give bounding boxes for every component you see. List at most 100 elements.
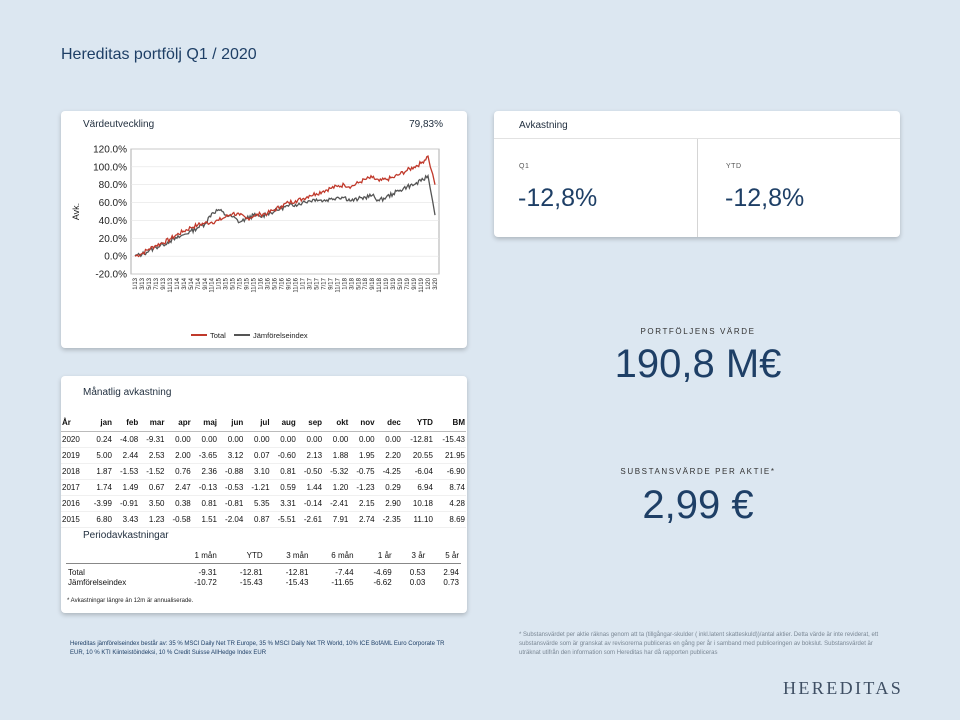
nav-per-share-value: 2,99 € — [642, 483, 754, 527]
monthly-cell: 8.69 — [433, 511, 466, 528]
monthly-cell: 2016 — [61, 495, 87, 512]
monthly-cell: -0.88 — [218, 463, 245, 480]
period-cell: 0.03 — [409, 577, 426, 587]
x-tick-label: 1/18 — [342, 277, 348, 289]
x-tick-label: 11/14 — [210, 277, 216, 292]
monthly-cell: -2.35 — [375, 511, 402, 528]
x-tick-label: 7/19 — [405, 277, 411, 289]
monthly-cell: 2.20 — [375, 447, 402, 464]
x-tick-label: 11/17 — [335, 277, 341, 292]
monthly-cell: 2019 — [61, 447, 87, 464]
monthly-cell: -0.53 — [218, 479, 245, 496]
monthly-cell: 1.51 — [191, 511, 219, 528]
monthly-cell: 0.24 — [86, 431, 113, 448]
monthly-cell: -1.52 — [139, 463, 166, 480]
monthly-cell: 3.31 — [270, 495, 297, 512]
monthly-cell: 0.00 — [165, 431, 192, 448]
q1-value: -12,8% — [518, 184, 598, 212]
chart-plot-frame — [130, 148, 440, 275]
monthly-cell: -0.13 — [191, 479, 219, 496]
x-tick-label: 1/16 — [259, 277, 265, 289]
period-cell: -15.43 — [239, 577, 263, 587]
period-header-cell — [66, 549, 173, 564]
monthly-header-cell: jan — [86, 415, 113, 432]
monthly-cell: -1.21 — [244, 479, 271, 496]
table-row: Jämförelseindex -10.72 -15.43 -15.43 -11.65 -… — [66, 577, 461, 588]
y-tick-label: 100.0% — [93, 162, 127, 173]
period-cell: 0.53 — [409, 567, 426, 577]
x-tick-label: 5/14 — [189, 277, 195, 289]
table-row: 2015 6.80 3.43 1.23 -0.58 1.51 -2.04 0.87 -5.51-… — [61, 511, 466, 528]
monthly-header-cell: jul — [244, 415, 271, 432]
monthly-cell: 0.00 — [323, 431, 350, 448]
returns-card: Avkastning Q1 -12,8% YTD -12,8% — [494, 111, 900, 237]
y-tick-label: 20.0% — [99, 234, 127, 245]
period-header-cell: YTD — [218, 549, 265, 564]
period-header-cell: 3 mån — [264, 549, 311, 564]
monthly-cell: -1.53 — [112, 463, 140, 480]
x-tick-label: 3/19 — [391, 277, 397, 289]
monthly-header-cell: maj — [191, 415, 219, 432]
series-line-benchmark — [134, 173, 436, 258]
period-cell: -6.62 — [373, 577, 392, 587]
monthly-cell: 3.10 — [244, 463, 271, 480]
x-tick-label: 9/16 — [286, 277, 292, 289]
x-tick-label: 7/13 — [154, 277, 160, 289]
monthly-cell: -0.75 — [349, 463, 376, 480]
monthly-cell: 21.95 — [433, 447, 466, 464]
monthly-cell: 3.50 — [139, 495, 166, 512]
monthly-cell: 1.87 — [86, 463, 113, 480]
x-tick-label: 11/15 — [252, 277, 258, 292]
value-development-card: Värdeutveckling 79,83% 120.0% 100.0% 80.0%… — [61, 111, 467, 348]
monthly-cell: -0.60 — [270, 447, 297, 464]
monthly-cell: 20.55 — [401, 447, 434, 464]
x-tick-label: 11/18 — [377, 277, 383, 292]
monthly-cell: 0.59 — [270, 479, 297, 496]
monthly-cell: 2.00 — [165, 447, 192, 464]
monthly-cell: 0.00 — [244, 431, 271, 448]
monthly-returns-table: År jan feb mar apr maj jun jul aug sep okt nov dec YT… — [61, 415, 466, 528]
period-cell: -12.81 — [239, 567, 263, 577]
monthly-cell: 5.00 — [86, 447, 113, 464]
x-tick-label: 3/15 — [224, 277, 230, 289]
monthly-cell: -3.65 — [191, 447, 219, 464]
period-header-cell: 1 år — [355, 549, 394, 564]
period-cell: -11.65 — [331, 577, 354, 587]
x-tick-label: 9/17 — [328, 277, 334, 289]
monthly-cell: 1.23 — [139, 511, 166, 528]
period-cell: Total — [68, 567, 85, 577]
period-cell: -10.72 — [194, 577, 217, 587]
x-tick-label: 9/14 — [203, 277, 209, 289]
nav-footnote: * Substansvärdet per aktie räknas genom … — [519, 632, 879, 656]
monthly-cell: -9.31 — [139, 431, 166, 448]
monthly-cell: 2015 — [61, 511, 87, 528]
series-line-total — [134, 155, 436, 258]
period-returns-title: Periodavkastningar — [83, 530, 169, 541]
period-cell: 2.94 — [443, 567, 459, 577]
table-row: 2016 -3.99 -0.91 3.50 0.38 0.81 -0.81 5.35 3.31-… — [61, 495, 466, 512]
legend-label-benchmark: Jämförelseindex — [253, 331, 308, 340]
monthly-cell: 2.36 — [191, 463, 219, 480]
y-tick-label: 60.0% — [99, 198, 127, 209]
monthly-cell: 0.00 — [191, 431, 219, 448]
monthly-cell: 0.00 — [296, 431, 324, 448]
table-row: 2019 5.00 2.44 2.53 2.00 -3.65 3.12 0.07 -0.60 2.… — [61, 447, 466, 464]
monthly-cell: 0.67 — [139, 479, 166, 496]
monthly-cell: 0.87 — [244, 511, 271, 528]
monthly-cell: 1.88 — [323, 447, 350, 464]
y-tick-label: 80.0% — [99, 180, 127, 191]
page-title: Hereditas portfölj Q1 / 2020 — [61, 46, 257, 63]
x-tick-label: 3/20 — [433, 277, 439, 289]
portfolio-value: 190,8 M€ — [614, 342, 782, 386]
monthly-header-cell: okt — [323, 415, 350, 432]
monthly-cell: -1.23 — [349, 479, 376, 496]
monthly-header-cell: BM — [433, 415, 466, 432]
monthly-header-cell: År — [61, 415, 87, 432]
monthly-cell: 2.13 — [296, 447, 324, 464]
period-table-header: 1 mån YTD 3 mån 6 mån 1 år 3 år 5 år — [66, 549, 461, 564]
y-tick-label: 120.0% — [93, 145, 127, 156]
portfolio-value-label: PORTFÖLJENS VÄRDE — [640, 327, 756, 336]
x-tick-label: 9/19 — [412, 277, 418, 289]
x-tick-label: 1/20 — [426, 277, 432, 289]
x-tick-label: 5/17 — [314, 277, 320, 289]
